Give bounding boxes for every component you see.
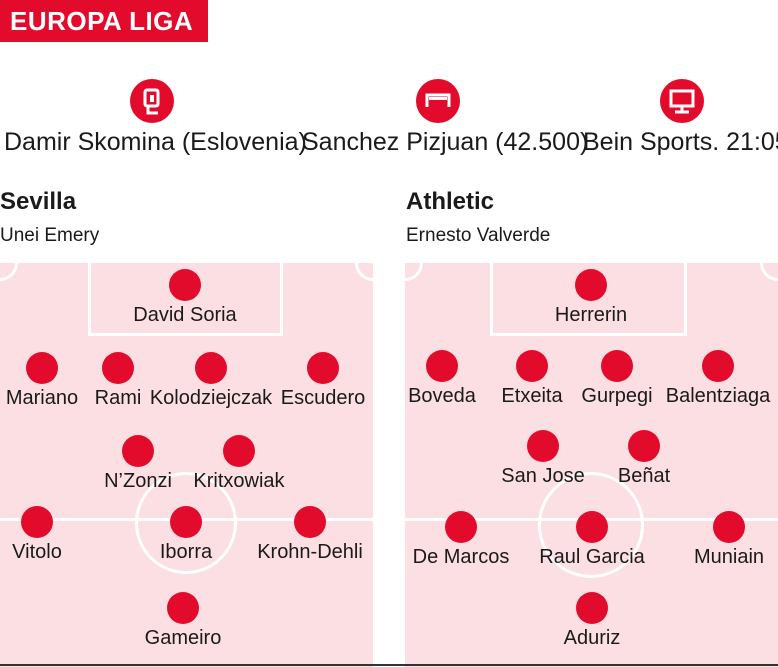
player-name: Gameiro: [144, 627, 222, 649]
player-name: Gurpegi: [581, 385, 653, 407]
player-marker: [167, 592, 199, 624]
stadium-text: Sanchez Pizjuan (42.500): [302, 128, 589, 156]
player-name: Muniain: [693, 546, 765, 568]
player-name: San Jose: [501, 465, 585, 487]
player-marker: [527, 430, 559, 462]
corner-arc: [0, 263, 18, 281]
player-marker: [102, 352, 134, 384]
player-marker: [294, 506, 326, 538]
away-pitch: Herrerin Boveda Etxeita Gurpegi Balentzi…: [405, 263, 778, 667]
whistle-card-icon: [130, 79, 174, 123]
player-name: De Marcos: [412, 546, 510, 568]
player-name: Beñat: [617, 465, 671, 487]
player-marker: [26, 352, 58, 384]
player-marker: [516, 350, 548, 382]
match-info-row: Damir Skomina (Eslovenia) Sanchez Pizjua…: [0, 124, 778, 160]
player-marker: [601, 350, 633, 382]
center-circle: [135, 472, 237, 574]
corner-arc: [760, 263, 778, 281]
player-name: Kritxowiak: [193, 470, 285, 492]
player-name: Iborra: [159, 541, 213, 563]
player-name: Balentziaga: [665, 385, 771, 407]
player-marker: [195, 352, 227, 384]
player-name: Escudero: [280, 387, 366, 409]
player-marker: [628, 430, 660, 462]
penalty-box: [490, 263, 687, 336]
player-marker: [445, 511, 477, 543]
player-name: Aduriz: [563, 627, 621, 649]
referee-text: Damir Skomina (Eslovenia): [4, 128, 307, 156]
player-name: Raul Garcia: [539, 546, 645, 568]
corner-arc: [405, 263, 423, 281]
player-marker: [21, 506, 53, 538]
player-name: Krohn-Dehli: [257, 541, 363, 563]
home-team-name: Sevilla: [0, 188, 77, 215]
player-marker: [170, 506, 202, 538]
player-name: Kolodziejczak: [149, 387, 273, 409]
center-circle: [538, 472, 644, 578]
corner-arc: [355, 263, 373, 281]
player-marker: [576, 592, 608, 624]
player-name: Herrerin: [554, 304, 628, 326]
player-marker: [702, 350, 734, 382]
player-name: N’Zonzi: [104, 470, 172, 492]
penalty-box: [88, 263, 283, 336]
bottom-rule: [0, 664, 778, 666]
away-coach: Ernesto Valverde: [406, 225, 551, 246]
player-name: Mariano: [5, 387, 79, 409]
player-name: Etxeita: [501, 385, 563, 407]
away-team-name: Athletic: [406, 188, 495, 215]
goal-icon: [416, 79, 460, 123]
tv-icon: [660, 79, 704, 123]
player-marker: [426, 350, 458, 382]
player-marker: [713, 511, 745, 543]
player-marker: [223, 435, 255, 467]
player-name: Boveda: [408, 385, 476, 407]
player-name: Rami: [94, 387, 142, 409]
tv-text: Bein Sports. 21:05: [583, 128, 778, 156]
player-marker: [307, 352, 339, 384]
player-name: David Soria: [133, 304, 237, 326]
player-marker: [575, 269, 607, 301]
player-marker: [122, 435, 154, 467]
home-coach: Unei Emery: [0, 225, 100, 246]
home-pitch: David Soria Mariano Rami Kolodziejczak E…: [0, 263, 373, 667]
player-name: Vitolo: [12, 541, 62, 563]
player-marker: [169, 269, 201, 301]
competition-tag: EUROPA LIGA: [0, 0, 208, 42]
player-marker: [576, 511, 608, 543]
